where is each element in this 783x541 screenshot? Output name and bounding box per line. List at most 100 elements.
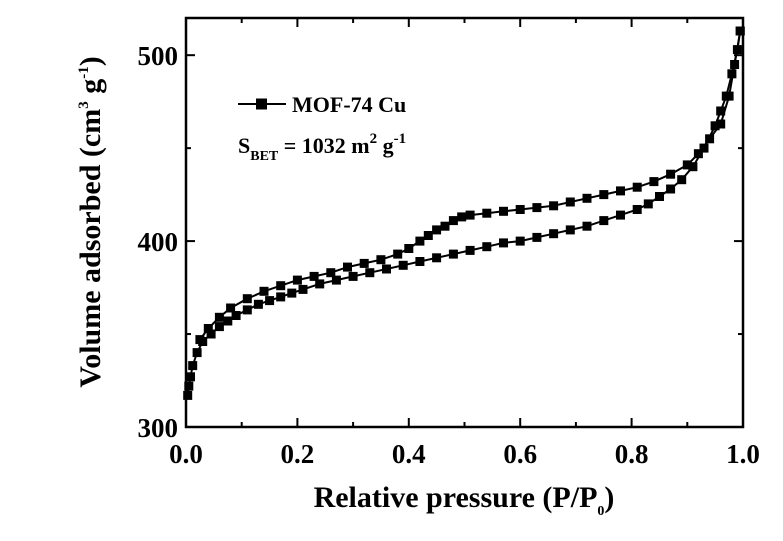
adsorption-point [599,216,609,226]
adsorption-point [382,264,391,274]
x-axis-title: Relative pressure (P/P0) [314,481,615,519]
desorption-point [309,271,319,281]
desorption-point [499,206,508,216]
desorption-point [465,210,475,220]
desorption-point [404,244,414,253]
adsorption-point [677,175,687,185]
adsorption-point [688,162,698,172]
adsorption-point [616,210,625,220]
desorption-point [565,197,575,207]
adsorption-point [432,253,442,263]
adsorption-point [532,232,542,242]
tick-labels: 0.0 0.2 0.4 0.6 0.8 1.0 300 400 500 [138,41,760,469]
adsorption-point [184,381,194,391]
adsorption-point [415,257,425,266]
plot-frame [184,16,745,429]
legend-label: MOF-74 Cu [292,92,406,117]
y-axis-title: Volume adsorbed (cm3 g-1) [74,56,107,387]
desorption-point [448,216,458,226]
desorption-point [693,149,703,159]
x-tick-label: 0.8 [615,439,649,469]
adsorption-point [448,249,458,259]
adsorption-point [206,329,216,339]
adsorption-point [515,236,525,246]
desorption-point [682,160,692,170]
x-tick-label: 0.6 [503,439,537,469]
adsorption-point [398,260,408,270]
desorption-point [549,201,559,211]
desorption-point [515,205,525,214]
adsorption-point [253,299,263,309]
desorption-point [423,231,433,240]
adsorption-point [331,275,341,285]
bet-annotation: SBET = 1032 m2 g-1 [238,131,406,164]
x-tick-label: 0.2 [281,439,315,469]
desorption-point [735,26,745,36]
desorption-point [376,255,386,265]
adsorption-point [732,45,742,55]
x-tick-label: 0.4 [392,439,426,469]
desorption-point [343,262,352,272]
desorption-point [242,294,252,304]
desorption-point [292,275,302,285]
adsorption-point [298,284,308,294]
adsorption-point [582,221,592,231]
adsorption-point [242,305,252,315]
series-markers [183,26,745,400]
desorption-point [359,258,369,268]
adsorption-point [276,292,286,302]
desorption-point [649,177,659,187]
desorption-point [457,212,467,222]
x-tick-label: 0.0 [169,439,203,469]
desorption-point [666,169,676,179]
desorption-point [432,225,442,235]
desorption-point [203,324,213,333]
legend: MOF-74 Cu [238,92,406,117]
desorption-point [415,236,425,246]
desorption-point [440,221,450,231]
desorption-point [532,203,542,213]
desorption-point [724,91,734,101]
adsorption-point [188,361,198,371]
desorption-point [616,186,625,196]
desorption-point [599,190,609,200]
adsorption-point [186,372,195,382]
adsorption-point [465,245,475,255]
desorption-point [276,281,286,291]
adsorption-point [192,348,202,358]
desorption-point [214,312,224,322]
desorption-point [393,249,403,259]
adsorption-point [214,322,224,332]
y-tick-label: 500 [138,41,179,71]
desorption-point [632,182,642,192]
adsorption-point [365,268,375,278]
y-tick-label: 400 [138,227,179,257]
desorption-point [195,335,205,345]
y-tick-label: 300 [138,413,179,443]
x-tick-label: 1.0 [726,439,760,469]
adsorption-point [287,288,297,298]
adsorption-point [727,69,737,79]
adsorption-point [183,390,193,400]
adsorption-point [265,296,275,306]
adsorption-point [348,271,358,281]
desorption-point [259,286,269,296]
adsorption-point [632,205,642,214]
desorption-point [582,193,592,203]
legend-marker [256,98,267,110]
desorption-point [482,208,492,218]
adsorption-point [482,242,492,252]
desorption-point [730,60,740,69]
desorption-point [716,119,726,129]
adsorption-point [643,199,653,209]
adsorption-point [710,121,720,131]
adsorption-point [655,192,664,201]
adsorption-point [699,143,709,153]
adsorption-point [565,225,575,235]
adsorption-point [716,106,726,116]
desorption-point [326,268,336,278]
adsorption-point [223,316,233,326]
adsorption-point [231,311,241,320]
adsorption-point [666,184,676,194]
